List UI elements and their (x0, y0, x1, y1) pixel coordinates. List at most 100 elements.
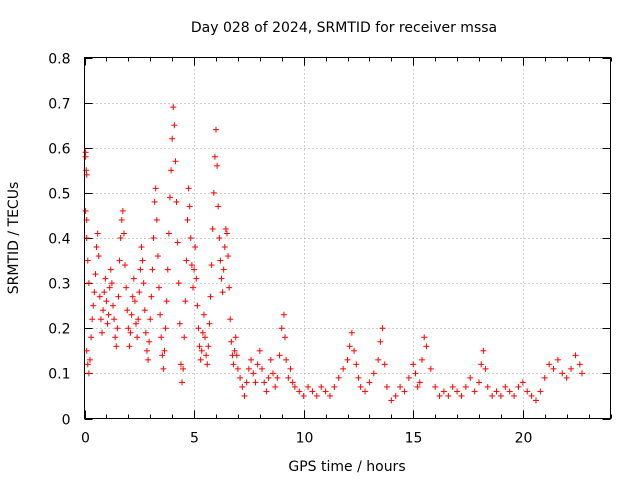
data-point (92, 271, 99, 278)
data-point (233, 352, 240, 359)
data-point (107, 266, 114, 273)
data-point (267, 356, 274, 363)
data-point (274, 374, 281, 381)
data-point (289, 379, 296, 386)
data-point (309, 388, 316, 395)
data-point (186, 203, 193, 210)
data-point (471, 388, 478, 395)
data-point (228, 338, 235, 345)
data-point (480, 347, 487, 354)
data-point (116, 257, 123, 264)
data-point (97, 316, 104, 323)
data-point (230, 361, 237, 368)
y-tick-label: 0.3 (48, 277, 70, 293)
data-point (151, 198, 158, 205)
x-tick-label: 5 (190, 431, 199, 447)
data-point (348, 329, 355, 336)
data-point (493, 388, 500, 395)
data-point (134, 334, 141, 341)
data-point (184, 216, 191, 223)
data-point (423, 343, 430, 350)
data-point (506, 388, 513, 395)
data-point (232, 334, 239, 341)
data-point (287, 365, 294, 372)
data-point (166, 194, 173, 201)
data-point (118, 216, 125, 223)
data-point (127, 329, 134, 336)
data-point (161, 347, 168, 354)
data-point (194, 302, 201, 309)
data-point (576, 361, 583, 368)
data-point (108, 280, 115, 287)
data-point (419, 356, 426, 363)
data-point (383, 383, 390, 390)
data-point (147, 316, 154, 323)
data-point (351, 347, 358, 354)
data-point (340, 365, 347, 372)
data-point (357, 383, 364, 390)
data-point (458, 392, 465, 399)
data-point (568, 365, 575, 372)
data-point (225, 253, 232, 260)
data-point (183, 257, 190, 264)
data-point (198, 347, 205, 354)
data-point (239, 383, 246, 390)
data-point (128, 311, 135, 318)
data-point (185, 185, 192, 192)
data-point (149, 266, 156, 273)
data-point (489, 392, 496, 399)
data-point (410, 361, 417, 368)
data-point (162, 325, 169, 332)
data-point (158, 334, 165, 341)
data-point (381, 361, 388, 368)
data-point (145, 356, 152, 363)
data-point (135, 316, 142, 323)
axis-ticks (84, 57, 612, 420)
data-point (85, 370, 92, 377)
data-point (169, 135, 176, 142)
data-point (541, 374, 548, 381)
data-point (482, 365, 489, 372)
data-point (245, 365, 252, 372)
data-point (93, 244, 100, 251)
chart-title: Day 028 of 2024, SRMTID for receiver mss… (191, 20, 497, 36)
data-point (207, 293, 214, 300)
data-point (248, 356, 255, 363)
data-point (401, 388, 408, 395)
data-point (131, 298, 138, 305)
data-point (379, 325, 386, 332)
data-point (421, 334, 428, 341)
data-point (90, 302, 97, 309)
data-point (346, 343, 353, 350)
data-point (305, 383, 312, 390)
data-point (220, 266, 227, 273)
data-point (579, 370, 586, 377)
data-point (126, 343, 133, 350)
data-point (563, 374, 570, 381)
data-point (192, 244, 199, 251)
data-point (119, 207, 126, 214)
data-point (243, 379, 250, 386)
data-point (112, 334, 119, 341)
data-point (462, 383, 469, 390)
data-point (524, 388, 531, 395)
data-point (187, 235, 194, 241)
data-point (109, 302, 116, 309)
data-point (388, 397, 395, 404)
data-point (250, 370, 257, 377)
data-point (208, 262, 215, 269)
data-point (515, 383, 522, 390)
data-point (204, 361, 211, 368)
data-point (111, 316, 118, 323)
x-tick-label: 20 (515, 431, 533, 447)
data-point (139, 257, 146, 264)
data-point (140, 280, 147, 287)
data-point (181, 334, 188, 341)
data-point (171, 122, 178, 129)
data-point (414, 383, 421, 390)
data-point (254, 361, 261, 368)
y-tick-label: 0.7 (48, 97, 70, 113)
data-point (84, 257, 91, 264)
data-point (200, 311, 207, 318)
data-point (300, 392, 307, 399)
